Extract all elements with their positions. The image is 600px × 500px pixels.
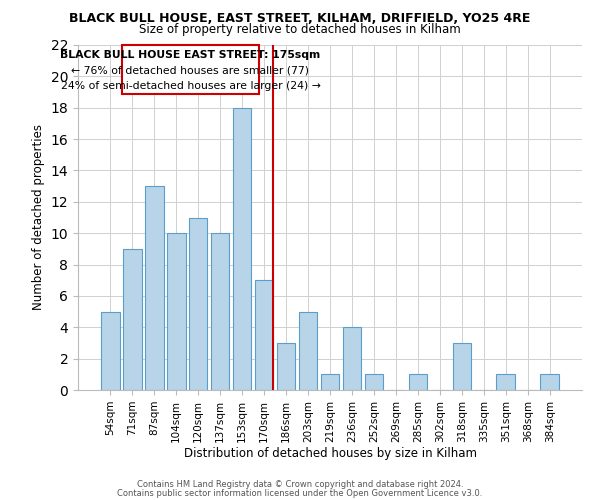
Bar bbox=[101, 312, 119, 390]
Text: ← 76% of detached houses are smaller (77): ← 76% of detached houses are smaller (77… bbox=[71, 66, 310, 76]
Bar bbox=[343, 328, 361, 390]
Text: BLACK BULL HOUSE, EAST STREET, KILHAM, DRIFFIELD, YO25 4RE: BLACK BULL HOUSE, EAST STREET, KILHAM, D… bbox=[70, 12, 530, 24]
Bar bbox=[299, 312, 317, 390]
Text: Contains HM Land Registry data © Crown copyright and database right 2024.: Contains HM Land Registry data © Crown c… bbox=[137, 480, 463, 489]
Text: 24% of semi-detached houses are larger (24) →: 24% of semi-detached houses are larger (… bbox=[61, 81, 320, 91]
Bar bbox=[167, 233, 185, 390]
Bar bbox=[189, 218, 208, 390]
Bar bbox=[541, 374, 559, 390]
Y-axis label: Number of detached properties: Number of detached properties bbox=[32, 124, 45, 310]
Bar bbox=[365, 374, 383, 390]
Bar bbox=[123, 249, 142, 390]
Bar bbox=[452, 343, 471, 390]
Text: Size of property relative to detached houses in Kilham: Size of property relative to detached ho… bbox=[139, 22, 461, 36]
FancyBboxPatch shape bbox=[122, 45, 259, 94]
X-axis label: Distribution of detached houses by size in Kilham: Distribution of detached houses by size … bbox=[184, 448, 476, 460]
Bar bbox=[211, 233, 229, 390]
Bar bbox=[320, 374, 340, 390]
Bar bbox=[255, 280, 274, 390]
Bar bbox=[409, 374, 427, 390]
Bar bbox=[277, 343, 295, 390]
Bar bbox=[145, 186, 164, 390]
Text: BLACK BULL HOUSE EAST STREET: 175sqm: BLACK BULL HOUSE EAST STREET: 175sqm bbox=[61, 50, 320, 60]
Bar bbox=[233, 108, 251, 390]
Bar bbox=[496, 374, 515, 390]
Text: Contains public sector information licensed under the Open Government Licence v3: Contains public sector information licen… bbox=[118, 488, 482, 498]
